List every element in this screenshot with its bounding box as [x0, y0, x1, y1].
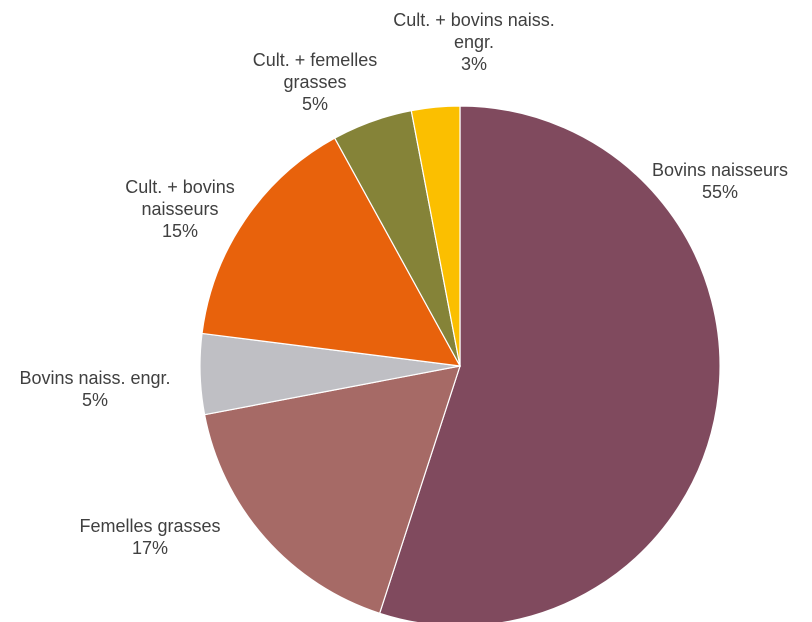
slice-label-line: Cult. + bovins — [125, 177, 235, 197]
slice-label-cult-bovins-naiss-engr: Cult. + bovins naiss. engr. 3% — [393, 10, 555, 74]
slice-label-line: grasses — [283, 72, 346, 92]
slice-label-cult-bovins-naisseurs: Cult. + bovins naisseurs 15% — [125, 177, 235, 241]
slice-label-line: Cult. + femelles — [253, 50, 378, 70]
slice-label-line: 55% — [702, 182, 738, 202]
slice-label-femelles-grasses: Femelles grasses 17% — [79, 516, 220, 558]
slice-label-line: engr. — [454, 32, 494, 52]
slice-label-line: 5% — [82, 390, 108, 410]
slice-label-line: 17% — [132, 538, 168, 558]
slice-label-bovins-naisseurs: Bovins naisseurs 55% — [652, 160, 788, 202]
pie-slice-bovins-naisseurs — [378, 105, 721, 622]
slice-label-line: Femelles grasses — [79, 516, 220, 536]
slice-label-line: Bovins naiss. engr. — [19, 368, 170, 388]
slice-label-line: Cult. + bovins naiss. — [393, 10, 555, 30]
slice-label-line: 15% — [162, 221, 198, 241]
slice-label-line: naisseurs — [141, 199, 218, 219]
slice-label-cult-femelles-grasses: Cult. + femelles grasses 5% — [253, 50, 378, 114]
slice-label-line: 3% — [461, 54, 487, 74]
slice-label-line: 5% — [302, 94, 328, 114]
pie-slice-cult-bovins-naiss-engr — [410, 105, 461, 367]
pie-slice-cult-bovins-naisseurs — [201, 137, 462, 367]
pie-slices — [199, 105, 721, 622]
slice-label-line: Bovins naisseurs — [652, 160, 788, 180]
pie-labels: Bovins naisseurs 55% Femelles grasses 17% Bo… — [19, 10, 788, 558]
slice-label-bovins-naiss-engr: Bovins naiss. engr. 5% — [19, 368, 170, 410]
pie-slice-femelles-grasses — [203, 365, 461, 615]
